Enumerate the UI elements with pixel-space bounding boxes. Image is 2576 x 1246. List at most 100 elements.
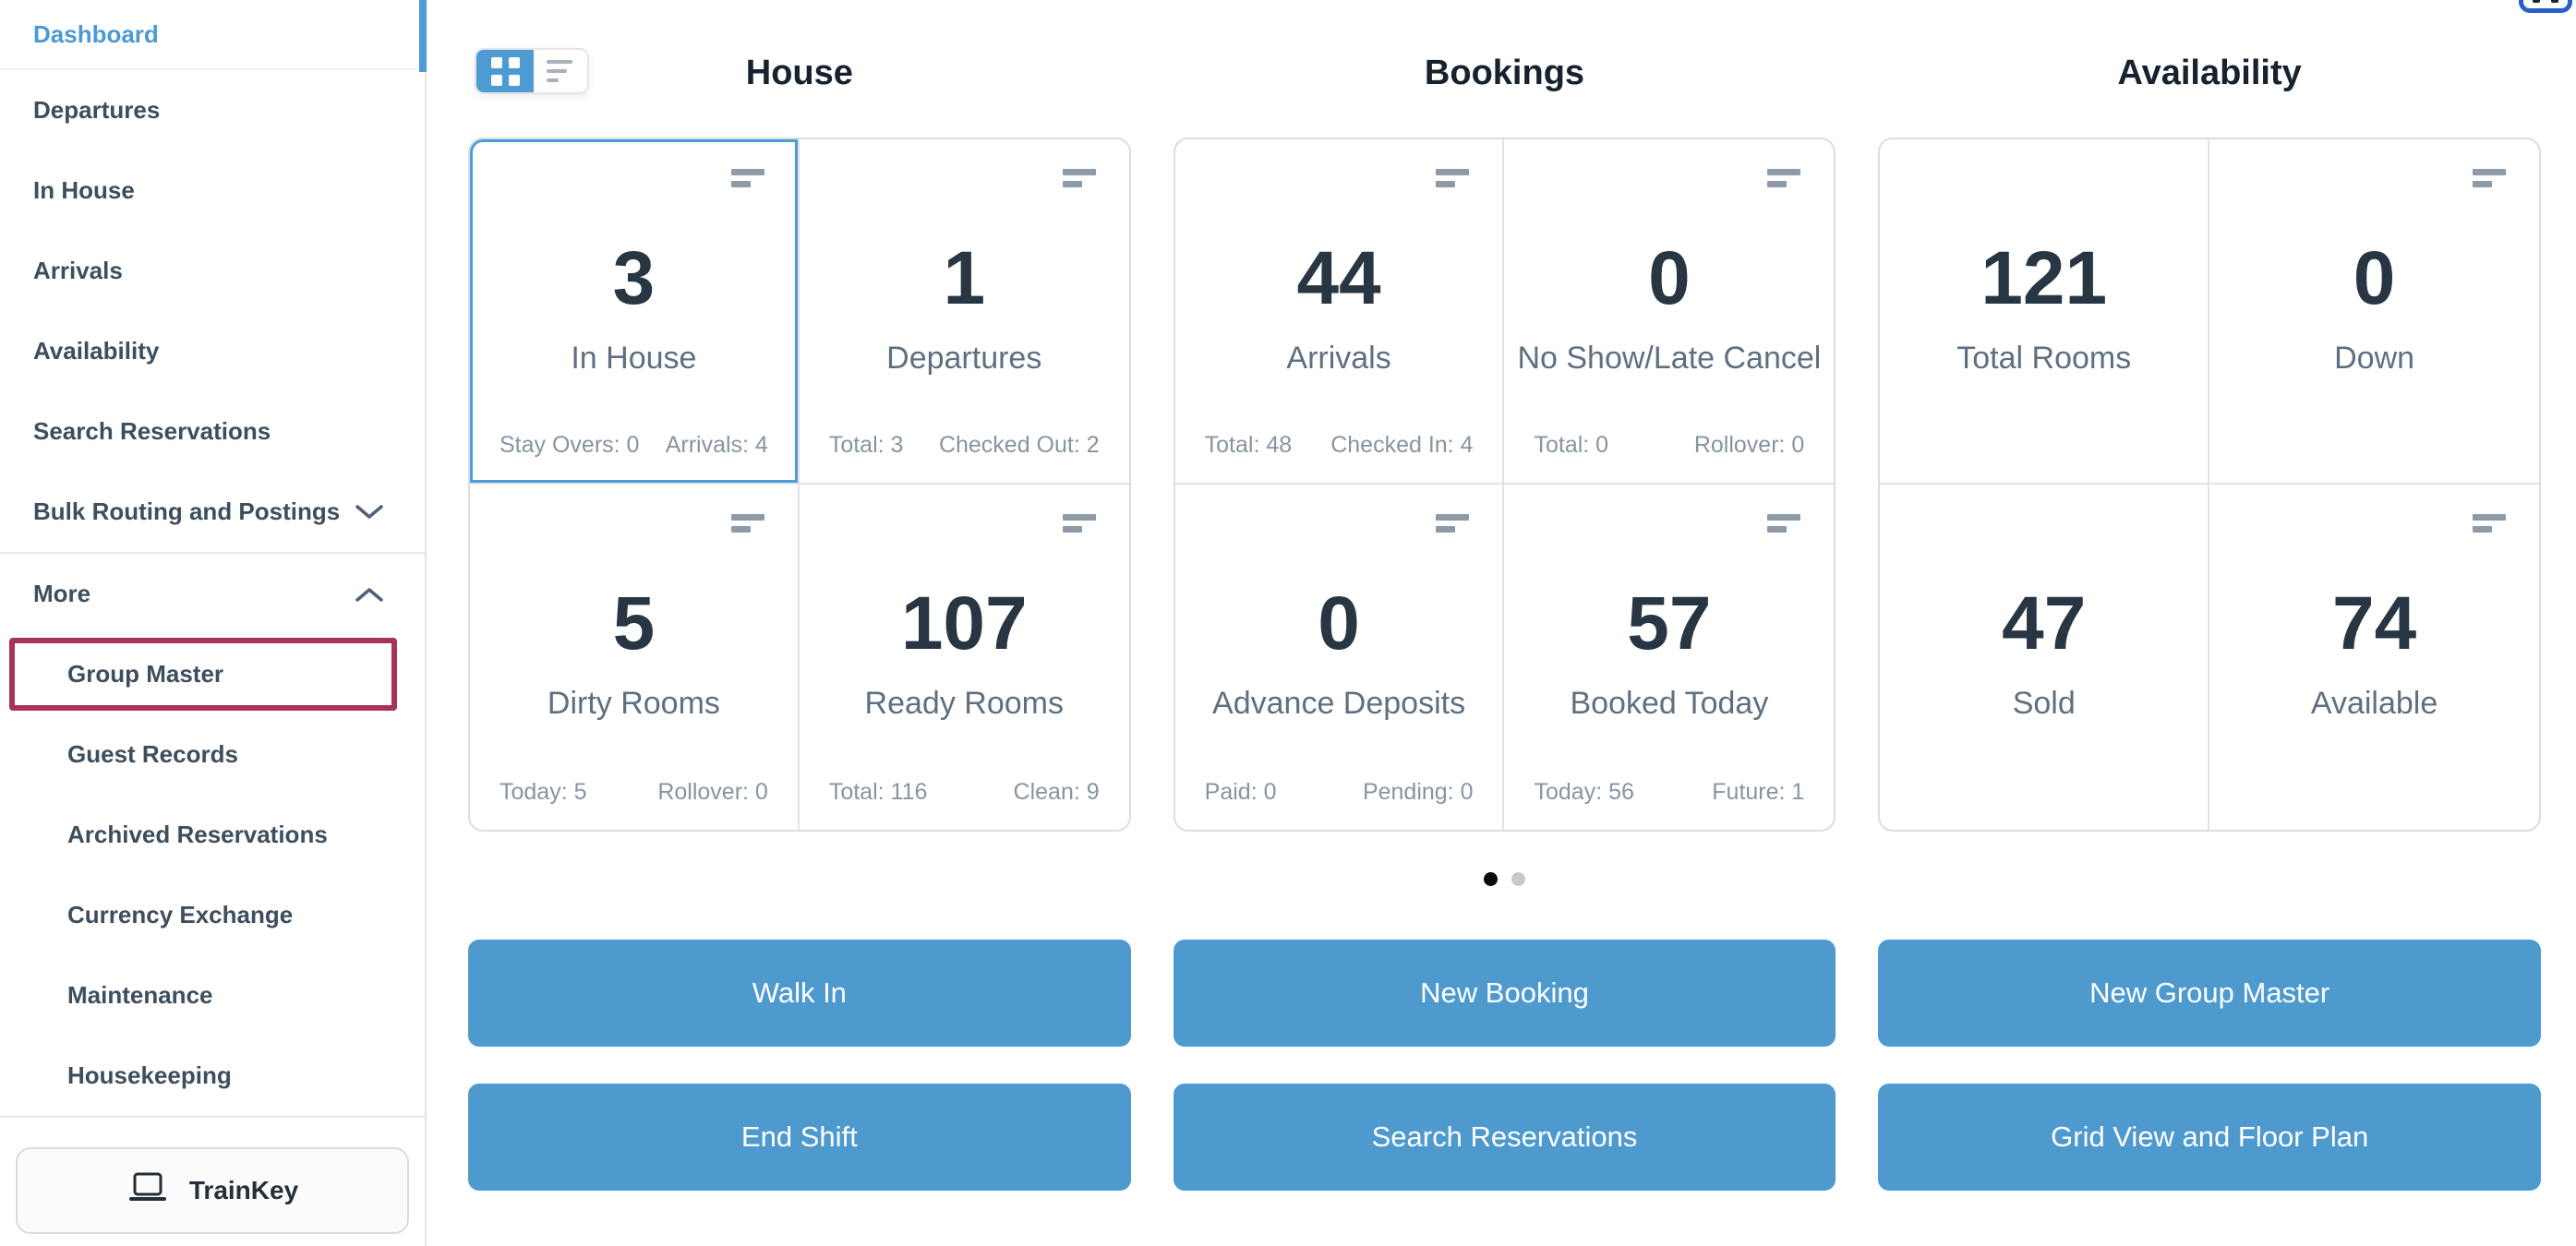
stat-value: 0 [1648,236,1691,320]
stat-value: 107 [900,581,1028,665]
footer-right: Rollover: 0 [1693,432,1805,458]
footer-right: Arrivals: 4 [665,432,768,458]
sidebar-item-currency-exchange[interactable]: Currency Exchange [0,875,425,955]
footer-right: Rollover: 0 [657,779,768,805]
carousel-pagination [468,872,2541,886]
stat-card-sold[interactable]: 47 Sold [1880,485,2210,830]
stat-card-booked-today[interactable]: 57 Booked Today Today: 56 Future: 1 [1504,485,1834,830]
stat-label: In House [571,341,697,377]
stat-value: 74 [2331,581,2417,665]
stat-card-dirty-rooms[interactable]: 5 Dirty Rooms Today: 5 Rollover: 0 [470,485,800,830]
stat-footer: Today: 5 Rollover: 0 [500,779,768,806]
stat-label: Departures [886,341,1042,377]
footer-left: Total: 3 [828,432,904,458]
stat-card-no-show[interactable]: 0 No Show/Late Cancel Total: 0 Rollover:… [1504,139,1835,485]
new-group-master-button[interactable]: New Group Master [1878,940,2541,1047]
sidebar-item-dashboard[interactable]: Dashboard [0,0,425,70]
section-title: House [745,54,853,92]
grid-view-button[interactable] [476,50,534,92]
sort-bars-icon[interactable] [730,514,764,533]
end-shift-button[interactable]: End Shift [468,1084,1131,1191]
stat-card-arrivals[interactable]: 44 Arrivals Total: 48 Checked In: 4 [1174,139,1505,485]
walk-in-button[interactable]: Walk In [468,940,1131,1047]
sort-bars-icon[interactable] [730,169,764,187]
sidebar-item-label: Bulk Routing and Postings [33,497,341,525]
stat-card-departures[interactable]: 1 Departures Total: 3 Checked Out: 2 [799,139,1129,485]
sidebar-item-label: Departures [33,96,161,124]
stat-value: 5 [612,581,656,665]
trainkey-button[interactable]: TrainKey [16,1147,409,1234]
sidebar-item-departures[interactable]: Departures [0,70,425,150]
stat-card-in-house[interactable]: 3 In House Stay Overs: 0 Arrivals: 4 [470,139,800,485]
stat-label: Ready Rooms [864,686,1064,722]
stat-value: 47 [2002,581,2087,665]
footer-left: Paid: 0 [1204,779,1277,805]
section-title: Bookings [1424,54,1585,92]
stat-card-advance-deposits[interactable]: 0 Advance Deposits Paid: 0 Pending: 0 [1175,485,1505,830]
sidebar-item-in-house[interactable]: In House [0,150,425,231]
sidebar-item-label: Guest Records [67,740,238,768]
sidebar-item-label: Dashboard [33,19,159,48]
sidebar-item-maintenance[interactable]: Maintenance [0,955,425,1036]
sort-bars-icon[interactable] [2473,169,2506,187]
pagination-dot-2[interactable] [1511,872,1525,886]
stat-label: Down [2334,341,2415,377]
pagination-dot-1[interactable] [1484,872,1498,886]
stat-card-available[interactable]: 74 Available [2209,485,2539,830]
stat-value: 0 [1318,581,1360,665]
stat-value: 57 [1627,581,1712,665]
action-buttons-row-2: End Shift Search Reservations Grid View … [468,1084,2541,1191]
sidebar-item-group-master[interactable]: Group Master [0,634,425,714]
stat-value: 44 [1296,236,1381,320]
new-booking-button[interactable]: New Booking [1173,940,1836,1047]
sidebar-item-label: Search Reservations [33,417,271,445]
stat-footer: Total: 0 Rollover: 0 [1534,432,1804,459]
sidebar: Dashboard Departures In House Arrivals A… [0,0,427,1246]
stat-label: Dirty Rooms [547,686,720,722]
section-title: Availability [2117,54,2302,92]
sort-bars-icon[interactable] [2473,514,2506,533]
sidebar-item-archived-reservations[interactable]: Archived Reservations [0,795,425,875]
laptop-icon [126,1171,169,1211]
sort-bars-icon[interactable] [1767,514,1801,533]
list-view-button[interactable] [534,50,587,92]
sidebar-item-more[interactable]: More [0,554,425,634]
sidebar-item-arrivals[interactable]: Arrivals [0,231,425,311]
stat-card-down[interactable]: 0 Down [2209,139,2539,485]
footer-right: Clean: 9 [1013,779,1100,805]
footer-left: Stay Overs: 0 [500,432,640,458]
sort-bars-icon[interactable] [1767,169,1801,187]
sidebar-item-label: Currency Exchange [67,901,294,929]
stat-label: Arrivals [1286,341,1391,377]
sidebar-item-label: Housekeeping [67,1061,232,1089]
stat-label: Advance Deposits [1212,686,1466,722]
sidebar-item-guest-records[interactable]: Guest Records [0,714,425,795]
stat-value: 121 [1980,236,2108,320]
sidebar-item-bulk-routing[interactable]: Bulk Routing and Postings [0,472,425,552]
house-card-group: 3 In House Stay Overs: 0 Arrivals: 4 1 D… [468,138,1131,832]
sidebar-more-submenu: Group Master Guest Records Archived Rese… [0,634,425,1116]
trainkey-label: TrainKey [188,1176,299,1204]
sidebar-item-label: Group Master [67,660,224,688]
sort-bars-icon[interactable] [1436,514,1470,533]
cutoff-corner-button[interactable] [2519,0,2572,13]
stat-card-total-rooms[interactable]: 121 Total Rooms [1880,139,2210,485]
section-house: House 3 In House Stay Overs: 0 Arrivals:… [468,54,1131,832]
stat-footer: Paid: 0 Pending: 0 [1205,779,1474,806]
grid-view-floor-plan-button[interactable]: Grid View and Floor Plan [1878,1084,2541,1191]
sort-bars-icon[interactable] [1436,169,1470,187]
search-reservations-button[interactable]: Search Reservations [1173,1084,1836,1191]
sort-bars-icon[interactable] [1062,169,1096,187]
footer-left: Total: 0 [1534,432,1609,458]
sidebar-item-housekeeping[interactable]: Housekeeping [0,1036,425,1116]
stat-footer: Total: 48 Checked In: 4 [1205,432,1474,459]
footer-left: Total: 48 [1204,432,1293,458]
sidebar-item-availability[interactable]: Availability [0,311,425,391]
stat-footer: Total: 116 Clean: 9 [829,779,1100,806]
stat-card-ready-rooms[interactable]: 107 Ready Rooms Total: 116 Clean: 9 [800,485,1129,830]
sort-bars-icon[interactable] [1062,514,1096,533]
action-buttons-row-1: Walk In New Booking New Group Master [468,940,2541,1047]
sidebar-item-search-reservations[interactable]: Search Reservations [0,391,425,472]
sidebar-scrollbar-thumb[interactable] [419,0,427,72]
footer-left: Total: 116 [828,779,928,805]
